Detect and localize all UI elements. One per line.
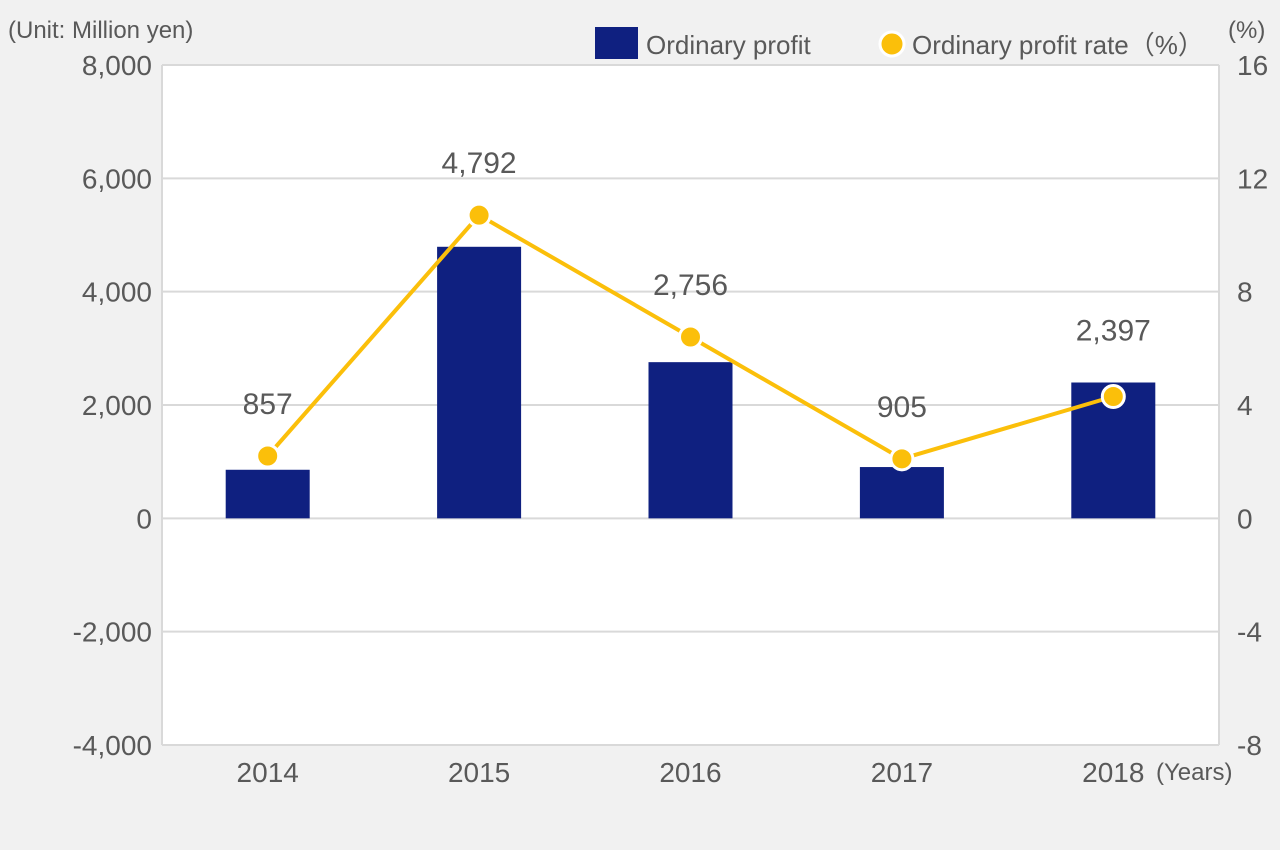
right-tick-label: 16 (1237, 50, 1268, 81)
legend: Ordinary profit Ordinary profit rate（%） (595, 27, 1204, 60)
line-points (255, 202, 1126, 472)
legend-line-label: Ordinary profit rate（%） (912, 30, 1204, 60)
bar (225, 469, 310, 519)
left-tick-label: 2,000 (82, 390, 152, 421)
left-tick-label: 6,000 (82, 163, 152, 194)
bar-data-label: 857 (243, 388, 293, 421)
bar-data-label: 2,397 (1076, 315, 1151, 348)
x-tick-label: 2018 (1082, 757, 1144, 788)
left-tick-label: -4,000 (73, 730, 152, 761)
rate-point (678, 324, 703, 350)
left-tick-label: 8,000 (82, 50, 152, 81)
left-tick-label: 0 (136, 503, 152, 534)
rate-point (889, 446, 915, 472)
rate-point (255, 443, 281, 469)
bar-data-label: 905 (877, 391, 927, 424)
legend-bar-label: Ordinary profit (646, 30, 811, 60)
x-tick-label: 2017 (871, 757, 933, 788)
gridlines (161, 64, 1220, 746)
bar (437, 246, 522, 519)
x-tick-label: 2014 (237, 757, 299, 788)
bar (859, 467, 944, 519)
right-tick-label: 4 (1237, 390, 1253, 421)
left-tick-label: 4,000 (82, 277, 152, 308)
right-tick-label: -8 (1237, 730, 1262, 761)
right-tick-label: 12 (1237, 163, 1268, 194)
unit-label: (Unit: Million yen) (8, 17, 193, 44)
rate-point (1100, 384, 1126, 409)
x-tick-label: 2015 (448, 757, 510, 788)
left-tick-label: -2,000 (73, 617, 152, 648)
legend-bar-swatch (595, 27, 638, 59)
right-tick-label: 0 (1237, 503, 1253, 534)
right-unit-label: (%) (1228, 17, 1265, 44)
bar-series (225, 246, 1156, 519)
data-labels: 857 4,792 2,756 905 2,397 (243, 147, 1151, 424)
bar-data-label: 2,756 (653, 269, 728, 302)
right-tick-label: -4 (1237, 617, 1262, 648)
legend-line-swatch (878, 30, 906, 58)
x-tick-label: 2016 (659, 757, 721, 788)
x-axis-ticks: 2014 2015 2016 2017 2018 (237, 757, 1145, 788)
left-axis-ticks: 8,000 6,000 4,000 2,000 0 -2,000 -4,000 (73, 50, 152, 761)
rate-point (466, 202, 492, 228)
x-unit-label: (Years) (1156, 759, 1232, 786)
bar-data-label: 4,792 (442, 147, 517, 180)
bar (648, 362, 733, 519)
right-axis-ticks: 16 12 8 4 0 -4 -8 (1237, 50, 1268, 761)
right-tick-label: 8 (1237, 277, 1253, 308)
